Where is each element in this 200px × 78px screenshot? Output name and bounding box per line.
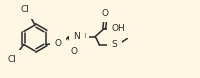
Text: O: O: [102, 9, 109, 17]
Text: O: O: [55, 39, 62, 48]
Text: O: O: [71, 48, 78, 56]
Text: Cl: Cl: [8, 55, 17, 63]
Text: N: N: [74, 32, 80, 41]
Text: S: S: [111, 40, 117, 49]
Text: H: H: [81, 33, 86, 39]
Text: Cl: Cl: [20, 5, 29, 14]
Text: OH: OH: [111, 24, 125, 33]
